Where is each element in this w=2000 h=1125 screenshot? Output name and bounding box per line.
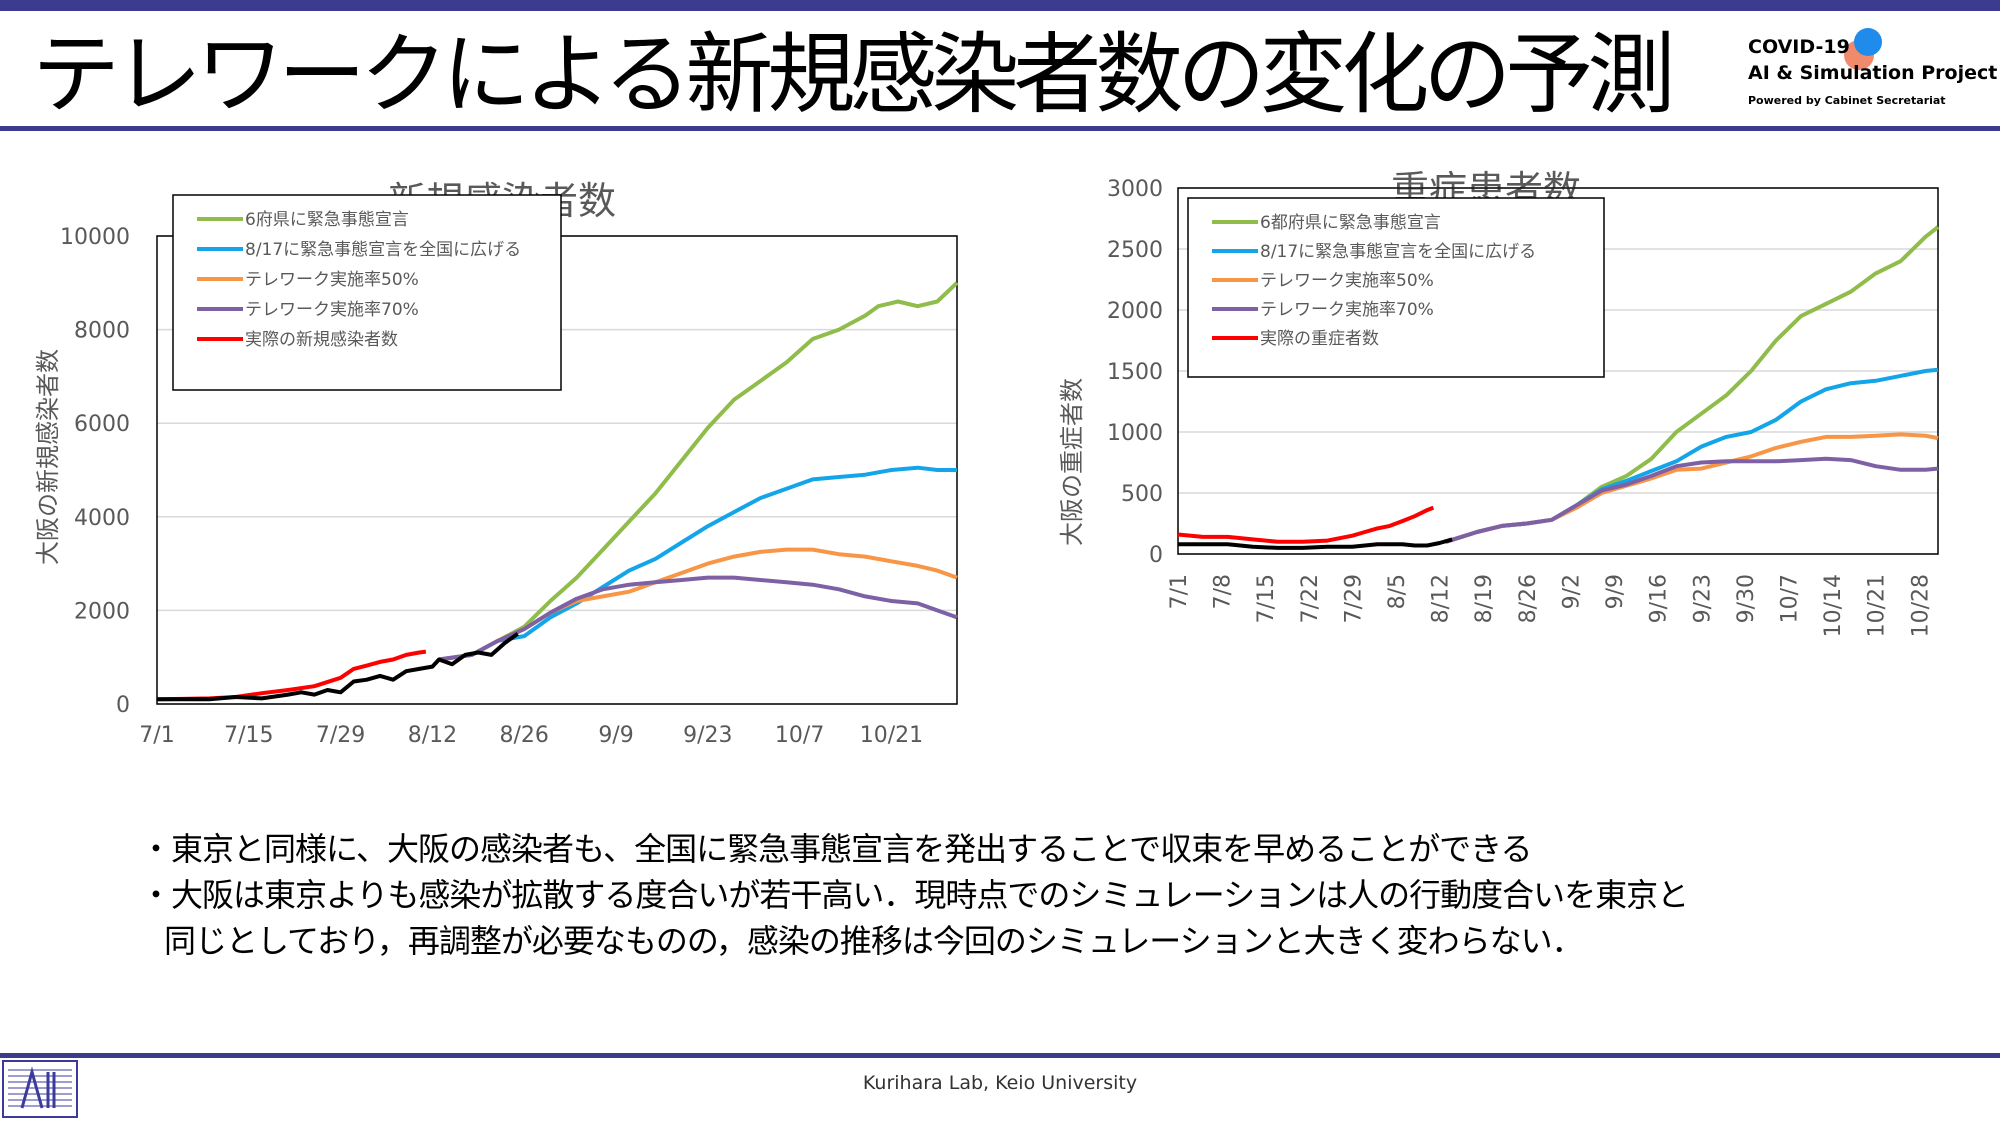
x-tick-label: 9/30	[1734, 574, 1759, 623]
y-tick-label: 2000	[74, 599, 130, 624]
x-tick-label: 7/15	[1254, 574, 1279, 623]
series-line-black	[157, 632, 519, 702]
legend-label: 8/17に緊急事態宣言を全国に広げる	[1260, 242, 1536, 262]
y-axis-label: 大阪の新規感染者数	[34, 349, 62, 565]
legend-label: テレワーク実施率70%	[245, 300, 419, 320]
y-tick-label: 2500	[1107, 238, 1163, 263]
legend-label: テレワーク実施率70%	[1260, 300, 1434, 320]
series-line-black	[1178, 537, 1453, 550]
y-tick-label: 500	[1121, 482, 1163, 507]
slide-title: テレワークによる新規感染者数の変化の予測	[32, 23, 1675, 126]
series-line-purple	[438, 575, 958, 662]
x-tick-label: 10/21	[1865, 574, 1890, 637]
y-tick-label: 0	[116, 693, 130, 718]
x-tick-label: 10/14	[1821, 574, 1846, 637]
legend-label: 実際の新規感染者数	[245, 330, 398, 350]
x-tick-label: 10/7	[775, 723, 824, 748]
bullet-list: ・東京と同様に、大阪の感染者も、全国に緊急事態宣言を発出することで収束を早めるこ…	[140, 826, 1689, 964]
legend-label: 6府県に緊急事態宣言	[245, 210, 409, 230]
legend-label: テレワーク実施率50%	[1260, 271, 1434, 291]
logo-blue-dot	[1854, 28, 1882, 56]
bullet-1: ・東京と同様に、大阪の感染者も、全国に緊急事態宣言を発出することで収束を早めるこ…	[140, 830, 1532, 868]
y-tick-label: 6000	[74, 412, 130, 437]
series-line-purple	[1445, 456, 1939, 544]
lab-logo-icon	[2, 1060, 78, 1118]
legend-box	[1187, 197, 1605, 378]
x-tick-label: 7/8	[1211, 574, 1236, 609]
x-tick-label: 9/2	[1559, 574, 1584, 609]
covid19-project-logo: COVID-19 AI & Simulation Project Powered…	[1748, 28, 1997, 116]
legend-label: 6都府県に緊急事態宣言	[1260, 213, 1441, 233]
y-tick-label: 4000	[74, 506, 130, 531]
title-divider	[0, 126, 2000, 131]
x-tick-label: 9/16	[1647, 574, 1672, 623]
x-tick-label: 10/7	[1777, 574, 1802, 623]
y-tick-label: 0	[1149, 543, 1163, 568]
series-line-red	[1177, 505, 1435, 544]
legend-label: テレワーク実施率50%	[245, 270, 419, 290]
series-line-green	[438, 281, 959, 662]
legend-label: 8/17に緊急事態宣言を全国に広げる	[245, 240, 521, 260]
x-tick-label: 10/28	[1908, 574, 1933, 637]
x-tick-label: 9/23	[683, 723, 732, 748]
x-tick-label: 7/29	[316, 723, 365, 748]
x-tick-label: 8/19	[1472, 574, 1497, 623]
x-tick-label: 9/9	[598, 723, 633, 748]
x-tick-label: 8/12	[1429, 574, 1454, 623]
x-tick-label: 8/26	[1516, 574, 1541, 623]
y-tick-label: 8000	[74, 319, 130, 344]
series-line-blue	[1445, 367, 1939, 544]
y-tick-label: 10000	[60, 225, 130, 250]
series-line-blue	[438, 465, 957, 662]
legend-label: 実際の重症者数	[1260, 329, 1379, 349]
x-tick-label: 7/29	[1341, 574, 1366, 623]
x-tick-label: 7/15	[224, 723, 273, 748]
x-tick-label: 8/5	[1385, 574, 1410, 609]
y-tick-label: 1000	[1107, 421, 1163, 446]
x-tick-label: 9/23	[1690, 574, 1715, 623]
y-axis-label: 大阪の重症者数	[1058, 378, 1086, 546]
x-tick-label: 9/9	[1603, 574, 1628, 609]
new-cases-chart: 新規感染者数 大阪の新規感染者数 0200040006000800010000 …	[34, 179, 959, 748]
chart-legend: 6都府県に緊急事態宣言 8/17に緊急事態宣言を全国に広げるテレワーク実施率50%…	[1187, 197, 1605, 378]
logo-line-1: COVID-19	[1748, 36, 1850, 58]
y-tick-label: 3000	[1107, 177, 1163, 202]
x-tick-label: 10/21	[860, 723, 923, 748]
footer-divider	[0, 1053, 2000, 1058]
bullet-2: ・大阪は東京よりも感染が拡散する度合いが若干高い．現時点でのシミュレーションは人…	[140, 876, 1689, 914]
series-line-orange	[438, 547, 958, 662]
logo-line-2: AI & Simulation Project	[1748, 62, 1998, 84]
x-tick-label: 7/1	[1167, 574, 1192, 609]
y-tick-label: 2000	[1107, 299, 1163, 324]
logo-line-3: Powered by Cabinet Secretariat	[1748, 94, 1946, 107]
bullet-2-continuation: 同じとしており，再調整が必要なものの，感染の推移は今回のシミュレーションと大きく…	[164, 922, 1584, 960]
footer-credit: Kurihara Lab, Keio University	[862, 1072, 1138, 1094]
y-tick-label: 1500	[1107, 360, 1163, 385]
legend-box	[172, 194, 562, 391]
x-tick-label: 8/12	[408, 723, 457, 748]
x-tick-label: 7/1	[139, 723, 174, 748]
x-tick-label: 7/22	[1298, 574, 1323, 623]
top-accent-bar	[0, 0, 2000, 11]
x-tick-label: 8/26	[500, 723, 549, 748]
